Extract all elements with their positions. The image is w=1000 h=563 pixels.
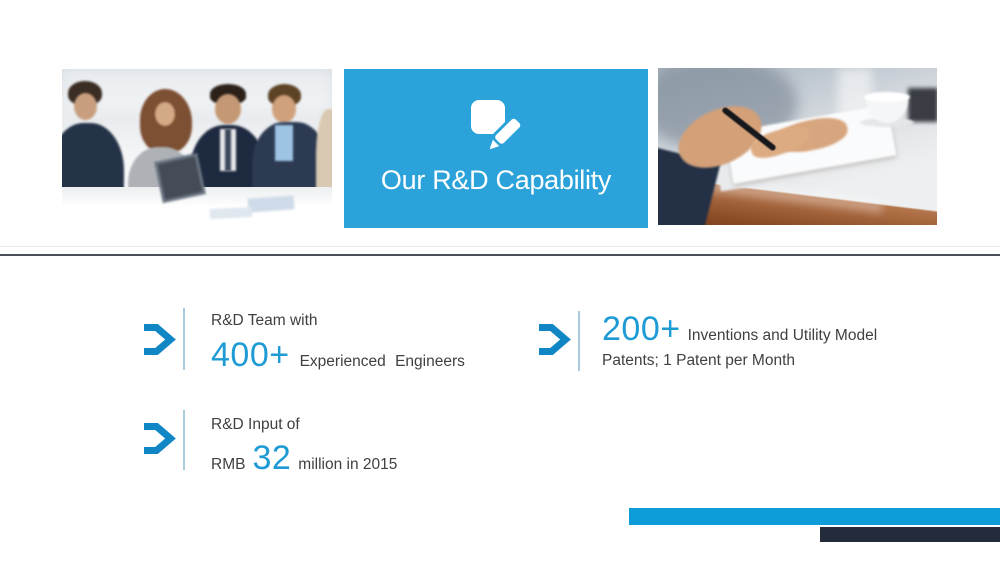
- bullet-patents: 200+ Inventions and Utility Model Patent…: [602, 310, 878, 371]
- bullet-input-number: 32: [252, 439, 292, 477]
- bullet-team-number: 400+: [211, 336, 290, 374]
- bullet-team-rest: Experienced Engineers: [299, 353, 465, 370]
- footer-accent-bar-blue: [629, 508, 1000, 525]
- bullet-team: R&D Team with 400+ Experienced Engineers: [211, 311, 465, 372]
- bullet-patents-line1: Inventions and Utility Model: [687, 327, 878, 344]
- divider-dark: [0, 254, 1000, 256]
- photo-shape-cup-rim: [864, 92, 910, 102]
- bullet-separator: [183, 308, 185, 370]
- chevron-right-icon: [144, 324, 176, 355]
- photo-shape-man3-shirt: [275, 125, 293, 161]
- photo-shape-laptop: [154, 152, 206, 204]
- chevron-right-icon: [144, 423, 176, 454]
- banner-title: Our R&D Capability: [380, 165, 612, 195]
- note-pencil-icon: [471, 100, 524, 153]
- bullet-input-prefix: RMB: [211, 456, 246, 473]
- document-signing-photo: [658, 68, 937, 225]
- photo-shape-man2-face: [215, 94, 241, 124]
- photo-shape-man1-face: [74, 93, 97, 120]
- bullet-team-intro: R&D Team with: [211, 312, 318, 329]
- bullet-input: R&D Input of RMB 32 million in 2015: [211, 415, 397, 475]
- footer-accent-bar-navy: [820, 527, 1000, 542]
- bullet-patents-line2: Patents; 1 Patent per Month: [602, 352, 796, 369]
- photo-shape-dark-object: [908, 88, 937, 122]
- bullet-separator: [578, 311, 580, 371]
- divider-light: [0, 246, 1000, 247]
- photo-shape-man3-face: [272, 95, 296, 123]
- bullet-input-intro: R&D Input of: [211, 416, 300, 433]
- photo-shape-man2-tie: [225, 129, 231, 171]
- chevron-right-icon: [539, 324, 571, 355]
- business-meeting-photo: [62, 69, 332, 226]
- bullet-input-suffix: million in 2015: [298, 456, 398, 473]
- photo-shape-woman-face: [155, 102, 175, 126]
- rd-capability-banner: Our R&D Capability: [344, 69, 648, 228]
- bullet-patents-number: 200+: [602, 310, 681, 348]
- bullet-separator: [183, 410, 185, 470]
